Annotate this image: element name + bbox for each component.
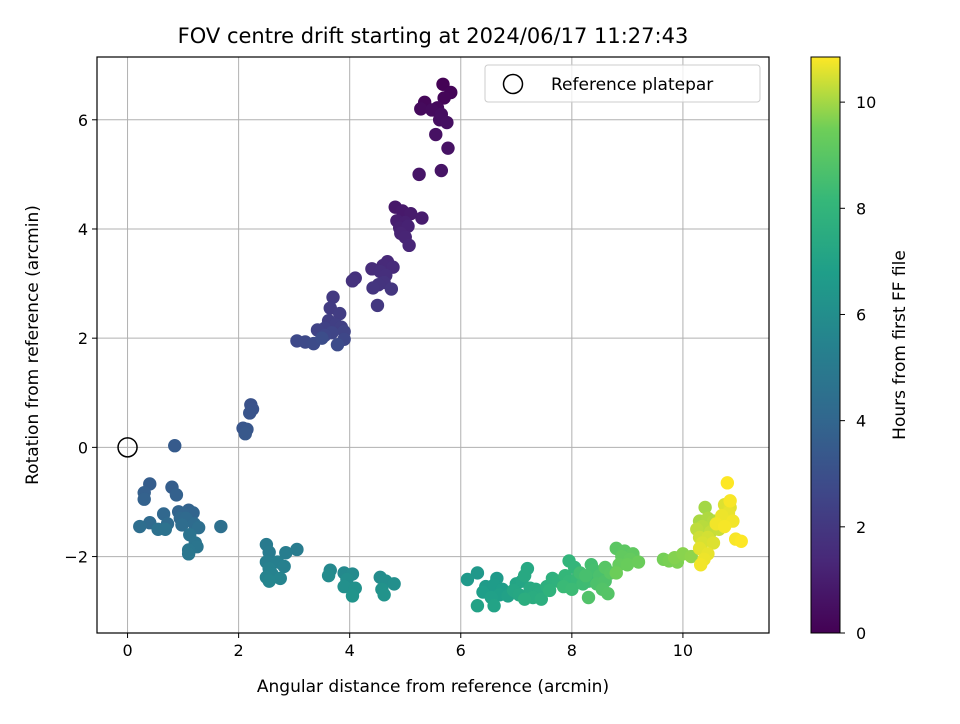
data-point — [384, 282, 399, 296]
data-point — [434, 163, 449, 178]
data-point — [273, 571, 287, 586]
data-point — [277, 559, 291, 574]
data-point — [517, 568, 532, 583]
data-point — [517, 592, 532, 606]
data-point — [137, 492, 151, 506]
data-point — [315, 331, 329, 345]
colorbar-label: Hours from first FF file — [890, 250, 910, 440]
data-point — [332, 306, 347, 321]
x-tick-label: 4 — [345, 641, 355, 660]
data-point — [440, 115, 454, 130]
data-point — [437, 91, 451, 105]
y-tick-label: −2 — [64, 548, 88, 567]
data-point — [542, 583, 557, 598]
data-point — [620, 558, 635, 572]
data-point — [168, 439, 182, 453]
y-axis-ticks: −2 0 2 4 6 — [64, 111, 97, 567]
data-point — [290, 542, 304, 557]
data-point — [175, 518, 189, 532]
reference-platepar-point — [117, 437, 138, 458]
grid-lines — [97, 57, 769, 633]
x-axis-label: Angular distance from reference (arcmin) — [257, 677, 609, 697]
colorbar-gradient — [811, 57, 840, 633]
data-point — [414, 102, 428, 116]
data-point — [326, 290, 340, 304]
data-point — [684, 549, 698, 564]
data-point — [279, 546, 293, 560]
y-axis-label: Rotation from reference (arcmin) — [23, 205, 43, 485]
data-point — [487, 599, 501, 613]
data-point — [133, 519, 147, 534]
data-point — [402, 238, 416, 253]
x-tick-label: 8 — [567, 641, 577, 660]
x-tick-label: 6 — [456, 641, 466, 660]
data-point — [158, 522, 173, 536]
data-point — [377, 588, 391, 602]
data-point — [243, 406, 257, 420]
chart-title: FOV centre drift starting at 2024/06/17 … — [178, 24, 689, 48]
data-point — [337, 579, 351, 594]
data-point — [262, 574, 276, 588]
colorbar-ticks: 0 2 4 6 8 10 — [840, 93, 876, 643]
legend-marker — [502, 73, 524, 95]
data-point — [429, 127, 443, 142]
data-point — [717, 519, 732, 534]
data-point — [601, 586, 615, 601]
data-point — [321, 568, 336, 583]
data-point — [415, 211, 429, 225]
data-points — [133, 77, 748, 613]
x-tick-label: 0 — [122, 641, 132, 660]
data-point — [698, 500, 712, 515]
data-point — [693, 558, 708, 572]
data-point — [412, 167, 426, 182]
data-point — [460, 572, 475, 587]
legend-entry-reference: Reference platepar — [551, 75, 713, 95]
colorbar-tick-label: 8 — [856, 199, 866, 218]
colorbar: 0 2 4 6 8 10 Hours from first FF file — [810, 56, 910, 643]
data-point — [723, 494, 737, 508]
data-point — [534, 592, 548, 606]
y-tick-label: 6 — [78, 111, 88, 130]
x-tick-label: 2 — [234, 641, 244, 660]
data-point — [238, 427, 252, 441]
data-point — [181, 547, 196, 561]
data-point — [565, 582, 579, 597]
colorbar-tick-label: 10 — [856, 93, 876, 112]
data-point — [345, 589, 360, 603]
data-point — [720, 476, 735, 490]
colorbar-tick-label: 2 — [856, 518, 866, 537]
data-point — [470, 566, 485, 580]
data-point — [706, 536, 721, 550]
reference-marker — [117, 437, 138, 458]
data-point — [345, 274, 360, 288]
data-point — [366, 281, 380, 295]
data-point — [734, 534, 748, 548]
x-axis-ticks: 0 2 4 6 8 10 — [122, 633, 693, 660]
data-point — [609, 566, 623, 580]
data-point — [370, 298, 385, 313]
colorbar-tick-label: 4 — [856, 412, 866, 431]
data-point — [169, 488, 184, 502]
data-point — [330, 338, 345, 352]
data-point — [441, 141, 455, 155]
data-point — [387, 577, 401, 591]
colorbar-tick-label: 6 — [856, 305, 866, 324]
y-tick-label: 2 — [78, 329, 88, 348]
colorbar-tick-label: 0 — [856, 624, 866, 643]
colorbar-frame — [810, 56, 841, 634]
legend-box — [484, 64, 761, 103]
y-tick-label: 4 — [78, 220, 88, 239]
data-point — [579, 568, 593, 583]
y-tick-label: 0 — [78, 438, 88, 457]
data-point — [470, 599, 485, 613]
data-point — [631, 555, 646, 569]
x-tick-label: 10 — [673, 641, 693, 660]
data-point — [214, 519, 228, 534]
data-point — [581, 590, 596, 605]
legend: Reference platepar — [484, 64, 761, 103]
plot-frame — [96, 56, 770, 634]
